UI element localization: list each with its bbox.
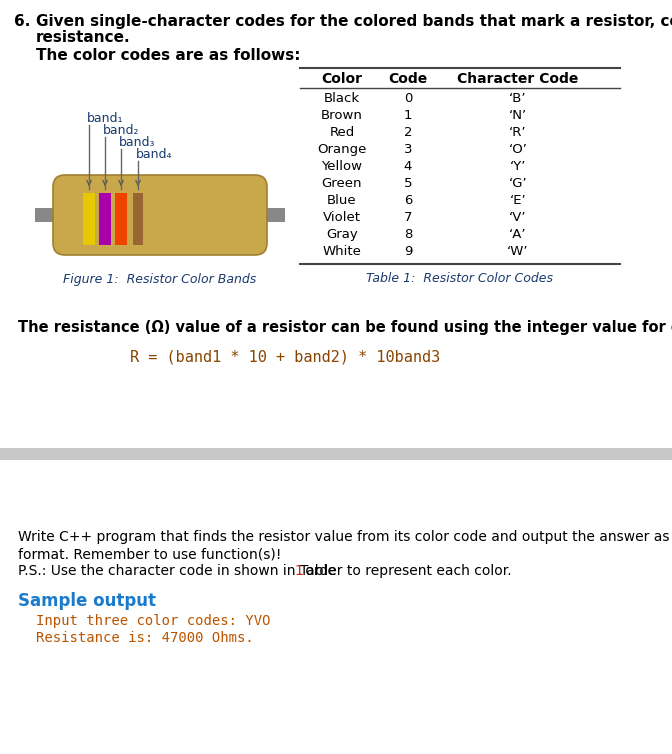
Text: The resistance (Ω) value of a resistor can be found using the integer value for : The resistance (Ω) value of a resistor c… (18, 320, 672, 335)
Text: Write C++ program that finds the resistor value from its color code and output t: Write C++ program that finds the resisto… (18, 530, 672, 544)
Text: ‘A’: ‘A’ (509, 228, 527, 241)
Text: ‘Y’: ‘Y’ (510, 160, 526, 173)
Text: ‘N’: ‘N’ (509, 109, 527, 122)
Text: ‘E’: ‘E’ (509, 194, 526, 207)
Text: band₁: band₁ (87, 112, 124, 125)
Bar (0, 448, 672, 460)
Text: ‘O’: ‘O’ (509, 143, 528, 156)
Text: 6.: 6. (14, 14, 30, 29)
Text: 5: 5 (404, 177, 412, 190)
Text: Brown: Brown (321, 109, 363, 122)
Text: ‘G’: ‘G’ (509, 177, 528, 190)
Text: Given single-character codes for the colored bands that mark a resistor, compute: Given single-character codes for the col… (36, 14, 672, 29)
Text: Black: Black (324, 92, 360, 105)
Text: ‘B’: ‘B’ (509, 92, 527, 105)
Text: Violet: Violet (323, 211, 361, 224)
Text: Table 1:  Resistor Color Codes: Table 1: Resistor Color Codes (366, 272, 554, 285)
Text: 1: 1 (404, 109, 412, 122)
Text: 3: 3 (404, 143, 412, 156)
Text: Orange: Orange (317, 143, 367, 156)
Text: Color: Color (321, 72, 362, 86)
Text: band₂: band₂ (103, 124, 140, 137)
Bar (133, 193, 143, 245)
Text: 2: 2 (404, 126, 412, 139)
Text: ‘W’: ‘W’ (507, 245, 529, 258)
Text: Input three color codes: YVO: Input three color codes: YVO (36, 614, 271, 628)
Text: 0: 0 (404, 92, 412, 105)
Bar (255, 208, 285, 222)
Text: Gray: Gray (326, 228, 358, 241)
Text: Code: Code (388, 72, 427, 86)
Bar (115, 193, 127, 245)
Text: 4: 4 (404, 160, 412, 173)
Bar (99, 193, 111, 245)
Text: 7: 7 (404, 211, 412, 224)
Text: order to represent each color.: order to represent each color. (301, 564, 512, 578)
Text: ‘R’: ‘R’ (509, 126, 527, 139)
Text: 6: 6 (404, 194, 412, 207)
Text: 1: 1 (294, 564, 303, 578)
Text: 8: 8 (404, 228, 412, 241)
Text: R = (band1 * 10 + band2) * 10band3: R = (band1 * 10 + band2) * 10band3 (130, 350, 440, 365)
Text: ‘V’: ‘V’ (509, 211, 527, 224)
Text: White: White (323, 245, 362, 258)
Text: Yellow: Yellow (321, 160, 362, 173)
Text: Sample output: Sample output (18, 592, 156, 610)
Text: Green: Green (322, 177, 362, 190)
Text: Resistance is: 47000 Ohms.: Resistance is: 47000 Ohms. (36, 631, 254, 645)
FancyBboxPatch shape (53, 175, 267, 255)
Bar (83, 193, 95, 245)
Text: Figure 1:  Resistor Color Bands: Figure 1: Resistor Color Bands (63, 273, 257, 286)
Text: P.S.: Use the character code in shown in Table: P.S.: Use the character code in shown in… (18, 564, 341, 578)
Text: 9: 9 (404, 245, 412, 258)
Text: resistance.: resistance. (36, 30, 130, 45)
Text: band₄: band₄ (136, 148, 173, 161)
Bar (35, 208, 65, 222)
Text: format. Remember to use function(s)!: format. Remember to use function(s)! (18, 547, 282, 561)
Text: Blue: Blue (327, 194, 357, 207)
Text: Red: Red (329, 126, 355, 139)
Text: band₃: band₃ (119, 136, 155, 149)
Text: Character Code: Character Code (458, 72, 579, 86)
Text: The color codes are as follows:: The color codes are as follows: (36, 48, 300, 63)
